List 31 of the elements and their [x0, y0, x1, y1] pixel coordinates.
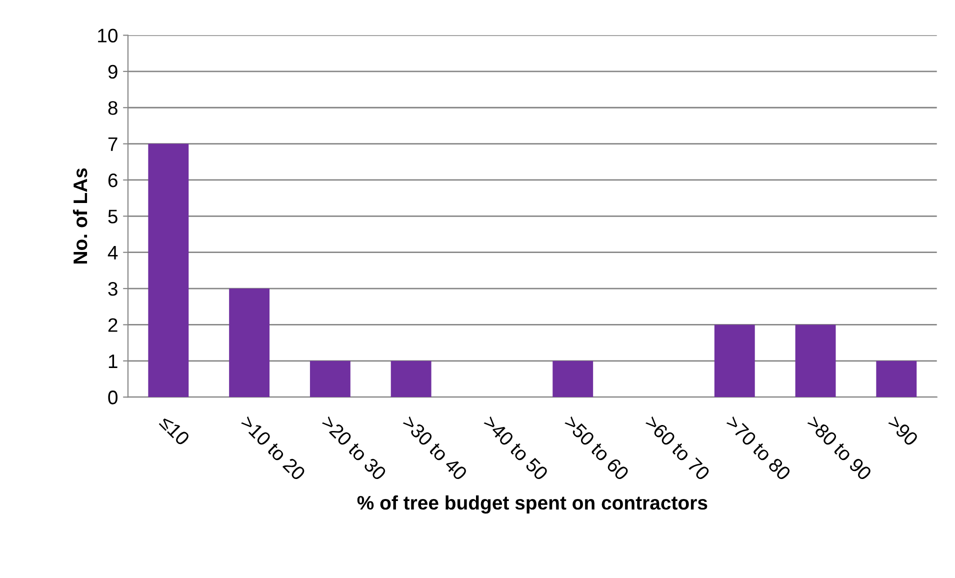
bar — [310, 360, 350, 398]
y-axis-title: No. of LAs — [72, 168, 88, 264]
y-tick-label: 8 — [108, 101, 118, 115]
y-tick-label: 4 — [108, 246, 118, 260]
y-tick-label: 9 — [108, 64, 118, 79]
y-tick-label: 1 — [108, 354, 118, 368]
y-tick-label: 6 — [108, 173, 118, 188]
x-tick-label: >60 to 70 — [644, 414, 711, 482]
bar — [876, 360, 917, 398]
x-tick-label: >50 to 60 — [563, 414, 630, 482]
y-tick-label: 0 — [108, 390, 118, 404]
bar — [148, 144, 189, 398]
x-tick-label: >40 to 50 — [482, 414, 549, 482]
y-tick-label: 5 — [108, 210, 118, 224]
y-tick-label: 7 — [108, 137, 118, 151]
x-tick-label: >30 to 40 — [402, 414, 468, 482]
bar — [795, 324, 836, 398]
x-tick-label: >20 to 30 — [320, 414, 388, 482]
y-tick-label: 10 — [98, 28, 118, 42]
x-axis-title: % of tree budget spent on contractors — [357, 495, 708, 514]
x-tick-label: >70 to 80 — [725, 414, 792, 482]
x-tick-label: >80 to 90 — [806, 414, 872, 482]
y-tick-label: 2 — [108, 318, 118, 332]
x-tick-label: >90 — [886, 414, 919, 447]
y-tick-label: 3 — [108, 282, 118, 296]
bar — [390, 360, 432, 398]
bar — [229, 288, 270, 398]
x-tick-label: >10 to 20 — [240, 414, 306, 482]
bar — [714, 324, 755, 398]
x-tick-label: ≤10 — [158, 414, 190, 446]
bar — [552, 360, 594, 398]
